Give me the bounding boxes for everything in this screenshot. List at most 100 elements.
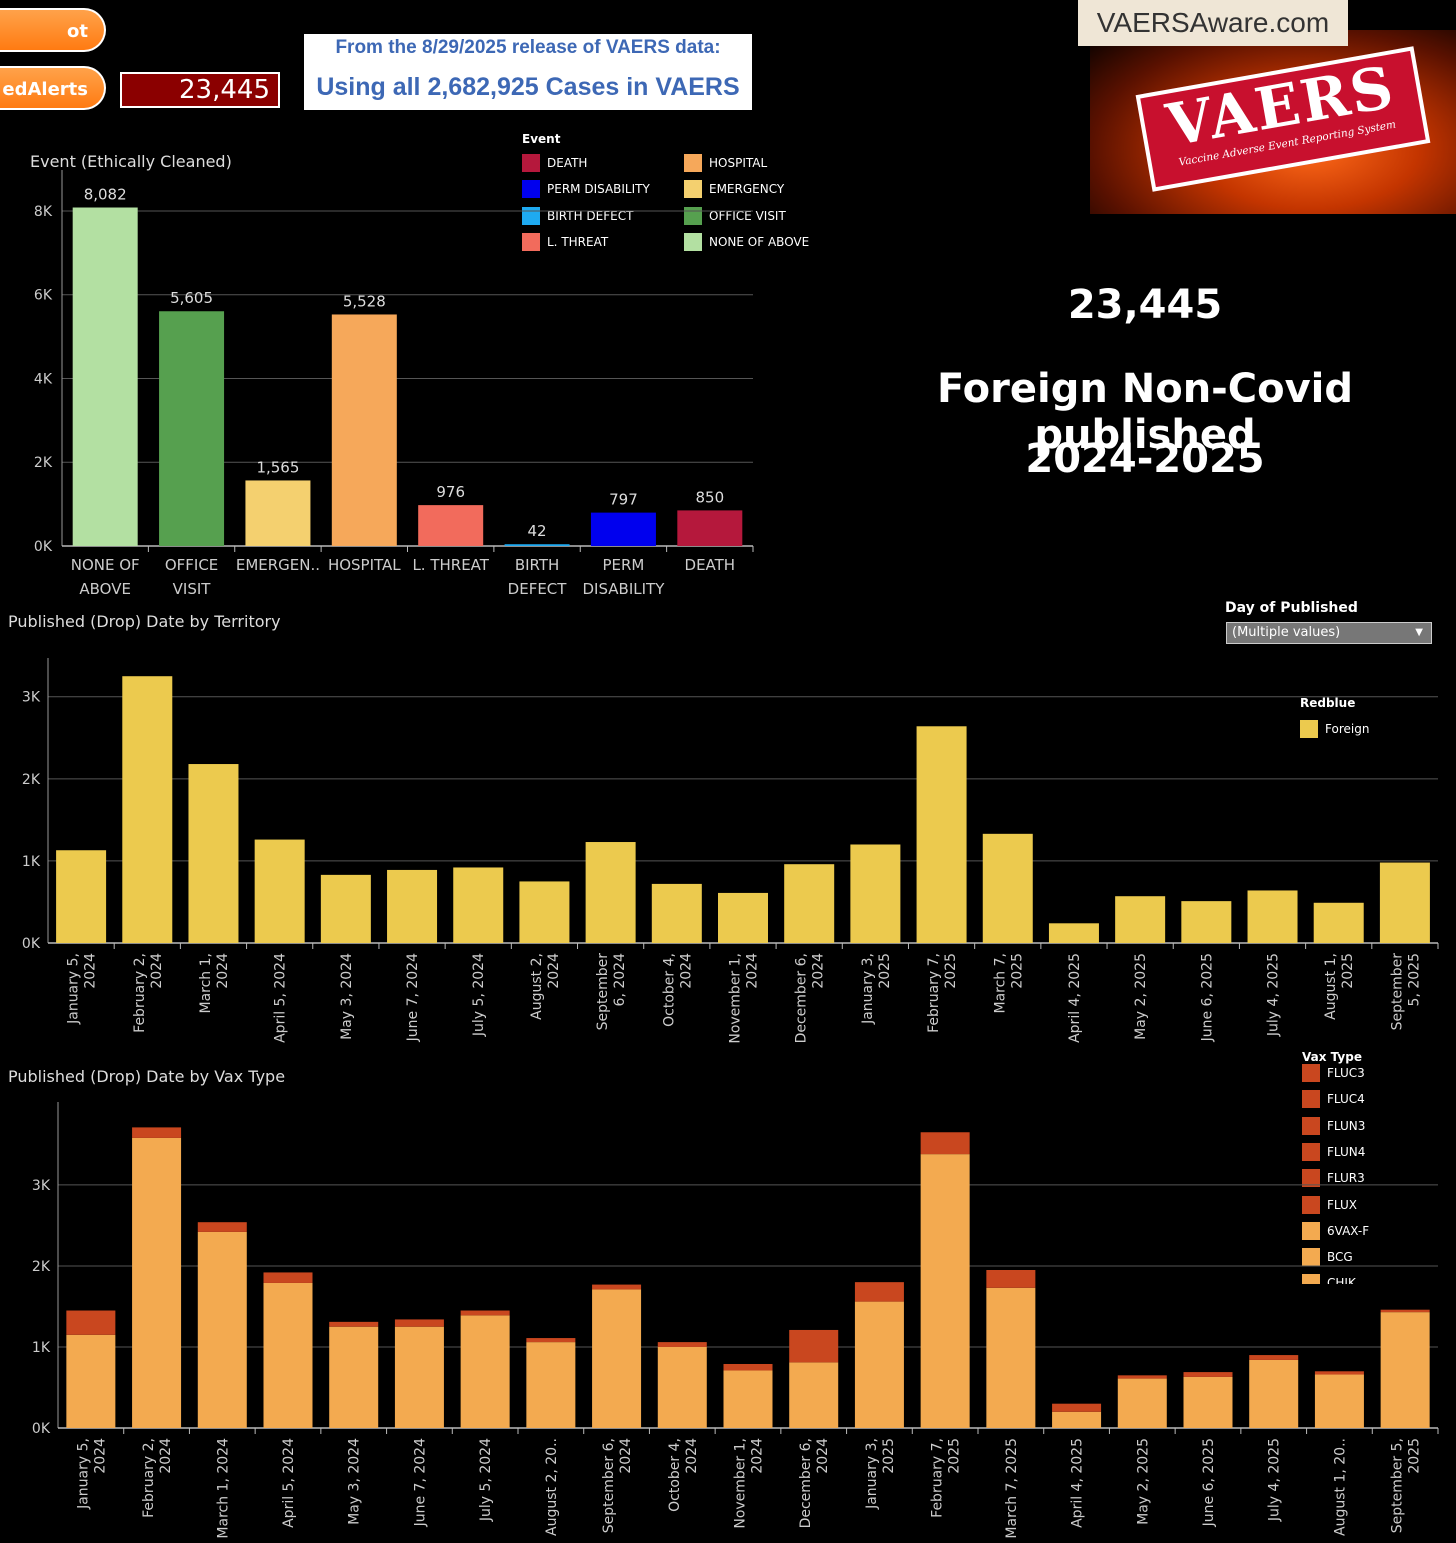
data-label: 42 bbox=[528, 522, 547, 540]
legend-item: FLUN3 bbox=[1302, 1116, 1365, 1135]
y-tick-label: 3K bbox=[32, 1178, 51, 1194]
x-tick-label: November 1, bbox=[728, 953, 744, 1044]
y-tick-label: 1K bbox=[22, 854, 41, 870]
x-tick-label: January 5, bbox=[66, 953, 82, 1025]
legend-item: NONE OF ABOVE bbox=[684, 232, 810, 251]
x-tick-label: 2024 bbox=[618, 1438, 634, 1474]
legend-swatch bbox=[1302, 1195, 1320, 1214]
vax-legend[interactable]: Vax Type FLUC3 FLUC4 FLUN3 FLUN4 FLUR3 FLUX 6V… bbox=[1302, 1050, 1442, 1284]
legend-item: BCG bbox=[1302, 1248, 1353, 1267]
x-tick-label: September 5, bbox=[1390, 1438, 1406, 1533]
y-tick-label: 8K bbox=[34, 204, 53, 220]
legend-item: FLUR3 bbox=[1302, 1169, 1365, 1188]
x-tick-label: May 2, 2025 bbox=[1133, 953, 1149, 1040]
bar-segment-top bbox=[394, 1319, 444, 1327]
x-tick-label: 6, 2024 bbox=[612, 953, 628, 1007]
release-line-1: From the 8/29/2025 release of VAERS data… bbox=[335, 37, 721, 58]
x-tick-label: October 4, bbox=[667, 1438, 683, 1512]
x-tick-label: May 3, 2024 bbox=[339, 953, 355, 1040]
x-tick-label: March 1, bbox=[198, 953, 214, 1013]
bar bbox=[651, 883, 702, 943]
bar bbox=[784, 864, 835, 943]
legend-label: FLUR3 bbox=[1327, 1171, 1365, 1186]
x-tick-label: February 7, bbox=[930, 1438, 946, 1518]
bar bbox=[1181, 901, 1232, 943]
x-tick-label: 2024 bbox=[684, 1438, 700, 1474]
vax-legend-title: Vax Type bbox=[1302, 1050, 1362, 1064]
x-tick-label: 5, 2025 bbox=[1406, 953, 1422, 1006]
bar bbox=[585, 842, 636, 943]
day-of-published-dropdown[interactable]: (Multiple values) ▼ bbox=[1226, 622, 1432, 644]
x-tick-label: August 2, bbox=[529, 953, 545, 1020]
bar-segment-top bbox=[1249, 1355, 1299, 1360]
bar bbox=[677, 510, 743, 546]
y-tick-label: 0K bbox=[22, 936, 41, 952]
x-tick-label: 2024 bbox=[678, 953, 694, 989]
bar-segment-top bbox=[1052, 1403, 1102, 1412]
data-label: 797 bbox=[609, 491, 638, 509]
legend-item: 6VAX-F bbox=[1302, 1221, 1369, 1240]
x-tick-label: 2025 bbox=[1340, 953, 1356, 989]
x-tick-label: ABOVE bbox=[79, 580, 131, 598]
x-tick-label: 2025 bbox=[1009, 953, 1025, 989]
x-tick-label: September bbox=[595, 953, 611, 1031]
bar bbox=[159, 311, 225, 546]
x-tick-label: VISIT bbox=[173, 580, 212, 598]
bar bbox=[418, 505, 484, 546]
x-tick-label: 2025 bbox=[1407, 1438, 1423, 1474]
legend-label: FLUX bbox=[1327, 1197, 1357, 1212]
legend-swatch bbox=[1302, 1221, 1320, 1240]
bar-segment-main bbox=[197, 1231, 247, 1428]
bar-segment-top bbox=[329, 1321, 379, 1327]
bar bbox=[72, 207, 138, 546]
legend-item: Foreign bbox=[1300, 720, 1369, 738]
territory-legend-title: Redblue bbox=[1300, 696, 1356, 710]
bar-segment-top bbox=[789, 1329, 839, 1363]
x-tick-label: DEFECT bbox=[508, 580, 568, 598]
report-details-button[interactable]: ot Details bbox=[0, 8, 106, 86]
y-tick-label: 2K bbox=[22, 772, 41, 788]
x-tick-label: March 7, bbox=[992, 953, 1008, 1013]
legend-item: FLUX bbox=[1302, 1195, 1357, 1214]
bar-segment-main bbox=[920, 1154, 970, 1428]
release-info: From the 8/29/2025 release of VAERS data… bbox=[304, 34, 752, 110]
bar-segment-main bbox=[854, 1301, 904, 1428]
x-tick-label: 2024 bbox=[815, 1438, 831, 1474]
bar-segment-main bbox=[1249, 1359, 1299, 1428]
x-tick-label: 2025 bbox=[877, 953, 893, 989]
bar-segment-top bbox=[986, 1270, 1036, 1288]
y-tick-label: 1K bbox=[32, 1340, 51, 1356]
bar-segment-top bbox=[66, 1310, 116, 1335]
y-tick-label: 6K bbox=[34, 288, 53, 304]
bar-segment-main bbox=[1183, 1376, 1233, 1428]
x-tick-label: EMERGEN.. bbox=[236, 556, 320, 574]
x-tick-label: February 7, bbox=[926, 953, 942, 1033]
legend-swatch bbox=[1302, 1142, 1320, 1161]
legend-item: L. THREAT bbox=[522, 232, 608, 251]
legend-item: EMERGENCY bbox=[684, 180, 784, 199]
bar-segment-top bbox=[1117, 1375, 1167, 1379]
bar bbox=[718, 892, 768, 943]
y-tick-label: 3K bbox=[22, 690, 41, 706]
x-tick-label: April 5, 2024 bbox=[273, 953, 289, 1043]
data-label: 1,565 bbox=[256, 458, 299, 476]
x-tick-label: January 5, bbox=[75, 1438, 91, 1510]
legend-swatch bbox=[1302, 1274, 1320, 1284]
x-tick-label: September 6, bbox=[601, 1438, 617, 1533]
alerts-button[interactable]: edAlerts bbox=[0, 66, 106, 110]
bar bbox=[916, 726, 967, 943]
legend-item: PERM DISABILITY bbox=[522, 180, 650, 199]
legend-swatch bbox=[684, 180, 702, 199]
bar bbox=[245, 480, 311, 546]
x-tick-label: L. THREAT bbox=[412, 556, 489, 574]
chevron-down-icon: ▼ bbox=[1415, 627, 1423, 638]
x-tick-label: NONE OF bbox=[71, 556, 140, 574]
data-label: 850 bbox=[695, 488, 724, 506]
site-name: VAERSAware.com bbox=[1078, 0, 1348, 46]
bar-segment-top bbox=[460, 1310, 510, 1316]
legend-swatch bbox=[1302, 1090, 1320, 1109]
legend-swatch bbox=[684, 232, 702, 251]
legend-label: NONE OF ABOVE bbox=[709, 234, 810, 249]
bar-segment-top bbox=[1314, 1371, 1364, 1375]
legend-swatch bbox=[1302, 1169, 1320, 1188]
